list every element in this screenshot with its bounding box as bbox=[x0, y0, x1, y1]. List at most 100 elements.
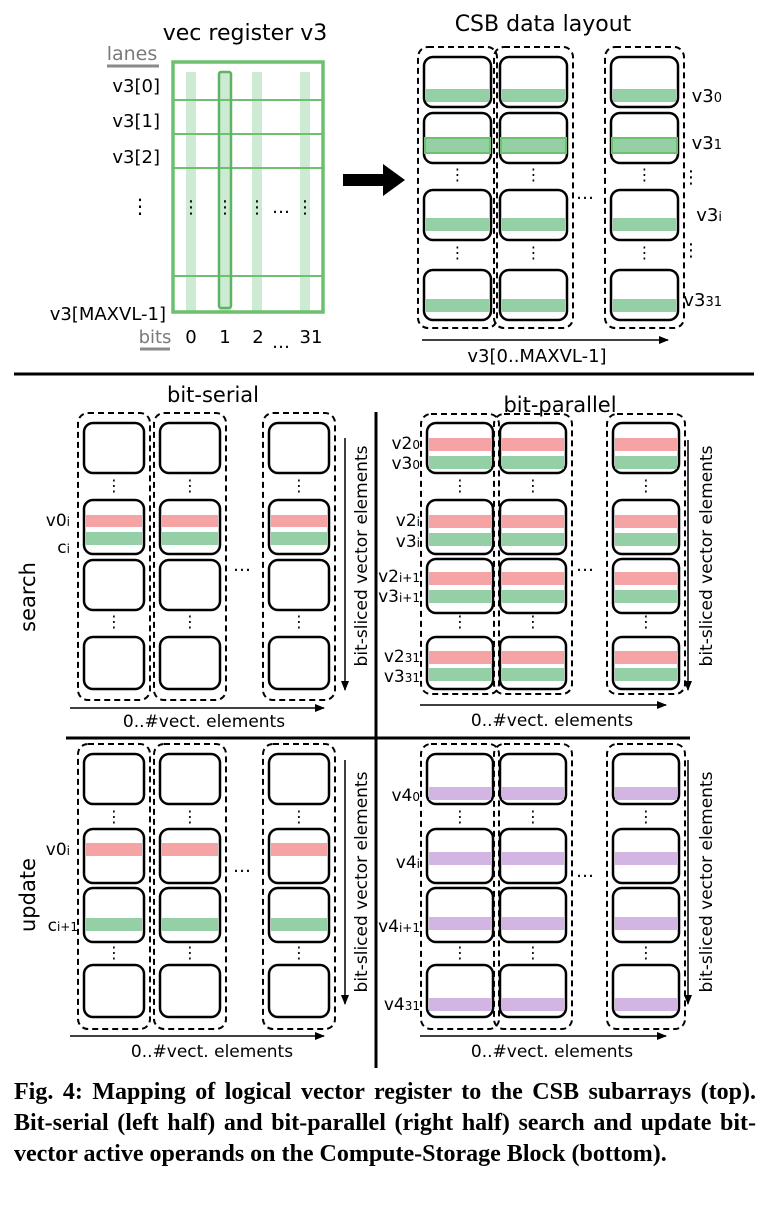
highlighted-row bbox=[500, 137, 567, 154]
vertical-ellipsis: ⋮ bbox=[526, 243, 542, 262]
lane-label-dots: ⋮ bbox=[130, 194, 150, 218]
active-row-band bbox=[615, 572, 677, 585]
search-label: search bbox=[16, 562, 40, 632]
csb-column bbox=[606, 413, 686, 695]
active-row-band bbox=[502, 456, 564, 469]
highlighted-row bbox=[424, 137, 491, 154]
operand-label: v2i bbox=[396, 511, 420, 531]
active-row-band bbox=[86, 532, 142, 545]
highlighted-row bbox=[611, 137, 678, 154]
active-row-band bbox=[162, 843, 218, 856]
search-parallel-ellipsis: … bbox=[576, 555, 594, 576]
subarray bbox=[158, 886, 222, 944]
bit-serial-title: bit-serial bbox=[167, 383, 259, 407]
subarray bbox=[158, 635, 222, 691]
operand-label: v31 bbox=[692, 133, 722, 154]
vertical-ellipsis: ⋮ bbox=[637, 165, 653, 184]
subarray bbox=[82, 752, 146, 806]
active-row-band bbox=[615, 651, 677, 664]
active-row-band bbox=[502, 590, 564, 603]
active-row-band bbox=[502, 139, 565, 152]
subarray bbox=[158, 558, 222, 612]
operand-label: ⋮ bbox=[682, 167, 700, 188]
subarray bbox=[425, 557, 495, 615]
subarray bbox=[498, 886, 568, 944]
update-label: update bbox=[16, 858, 40, 932]
update-parallel-side-label: bit-sliced vector elements bbox=[697, 771, 717, 992]
vertical-ellipsis: ⋮ bbox=[526, 165, 542, 184]
active-row-band bbox=[502, 438, 564, 451]
csb-ellipsis: … bbox=[576, 183, 594, 204]
active-row-band bbox=[429, 533, 491, 546]
active-row-band bbox=[613, 299, 676, 312]
operand-label: v4i bbox=[396, 853, 420, 873]
active-row-band bbox=[615, 515, 677, 528]
vertical-ellipsis: ⋮ bbox=[637, 243, 653, 262]
lane-label-last: v3[MAXVL-1] bbox=[50, 304, 166, 325]
operand-label: v40 bbox=[391, 786, 420, 806]
csb-column bbox=[417, 46, 498, 329]
active-row-band bbox=[271, 843, 327, 856]
operand-label: v0i bbox=[46, 511, 70, 531]
subarray bbox=[498, 268, 569, 322]
csb-row-labels: v30 v31 ⋮ v3i ⋮ v331 bbox=[682, 86, 722, 311]
active-row-band bbox=[429, 852, 491, 865]
vertical-ellipsis: ⋮ bbox=[182, 943, 198, 962]
csb-column bbox=[262, 412, 336, 701]
vertical-ellipsis: ⋮ bbox=[291, 476, 307, 495]
lane-label-1: v3[1] bbox=[112, 111, 160, 132]
vector-register-grid: ⋮ ⋮ ⋮ … ⋮ bbox=[171, 60, 325, 314]
active-row-band bbox=[502, 299, 565, 312]
vertical-ellipsis: ⋮ bbox=[525, 943, 541, 962]
bit-tick-dots: … bbox=[272, 332, 290, 353]
vertical-ellipsis: ⋮ bbox=[106, 807, 122, 826]
active-row-band bbox=[613, 89, 676, 102]
update-bit-parallel-panel: ⋮ ⋮ ⋮ ⋮ ⋮ ⋮ bbox=[420, 743, 686, 1030]
subarray bbox=[267, 963, 331, 1019]
active-row-band bbox=[613, 218, 676, 231]
vertical-ellipsis: ⋮ bbox=[638, 807, 654, 826]
operand-label: v231 bbox=[384, 647, 420, 667]
active-row-band bbox=[162, 532, 218, 545]
active-row-band bbox=[615, 668, 677, 681]
subarray bbox=[82, 963, 146, 1019]
vertical-ellipsis: ⋮ bbox=[450, 243, 466, 262]
csb-data-layout: ⋮ ⋮ ⋮ ⋮ ⋮ ⋮ bbox=[417, 46, 685, 329]
svg-text:⋮: ⋮ bbox=[296, 197, 314, 218]
operand-label: v30 bbox=[692, 86, 722, 107]
bit-tick-2: 2 bbox=[252, 327, 263, 348]
update-serial-side-label: bit-sliced vector elements bbox=[352, 771, 372, 992]
svg-text:⋮: ⋮ bbox=[216, 197, 234, 218]
active-row-band bbox=[429, 787, 491, 800]
csb-column bbox=[153, 412, 227, 701]
vertical-ellipsis: ⋮ bbox=[525, 612, 541, 631]
lanes-label: lanes bbox=[107, 43, 158, 65]
csb-column bbox=[262, 743, 336, 1030]
search-parallel-axis-label: 0..#vect. elements bbox=[471, 711, 633, 731]
update-serial-axis-label: 0..#vect. elements bbox=[131, 1042, 293, 1062]
active-row-band bbox=[271, 918, 327, 931]
figure-caption: Fig. 4: Mapping of logical vector regist… bbox=[14, 1079, 756, 1167]
operand-label: v3i bbox=[396, 532, 420, 552]
active-row-band bbox=[429, 590, 491, 603]
vertical-ellipsis: ⋮ bbox=[452, 943, 468, 962]
vertical-ellipsis: ⋮ bbox=[291, 807, 307, 826]
csb-column bbox=[606, 743, 686, 1030]
figure-diagram: vec register v3 lanes v3[0] v3[1] v3[2] … bbox=[14, 12, 754, 1068]
operand-label: v20 bbox=[391, 434, 420, 454]
csb-column bbox=[493, 46, 574, 329]
subarray bbox=[498, 557, 568, 615]
update-parallel-ellipsis: … bbox=[576, 861, 594, 882]
vertical-ellipsis: ⋮ bbox=[291, 612, 307, 631]
vertical-ellipsis: ⋮ bbox=[525, 476, 541, 495]
vertical-ellipsis: ⋮ bbox=[452, 807, 468, 826]
vertical-ellipsis: ⋮ bbox=[182, 612, 198, 631]
active-row-band bbox=[429, 998, 491, 1011]
active-row-band bbox=[429, 917, 491, 930]
active-row-band bbox=[502, 515, 564, 528]
svg-text:…: … bbox=[272, 197, 290, 218]
vertical-ellipsis: ⋮ bbox=[106, 476, 122, 495]
csb-column bbox=[420, 743, 500, 1030]
active-row-band bbox=[502, 917, 564, 930]
